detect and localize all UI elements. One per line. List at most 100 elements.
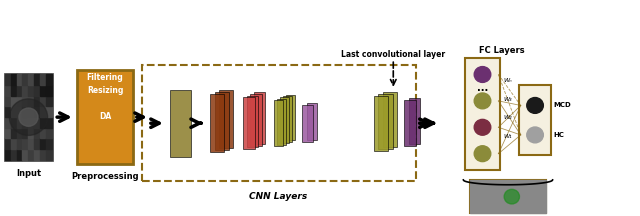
Text: Preprocessing: Preprocessing — [71, 172, 139, 181]
Bar — [4, 128, 10, 138]
Bar — [10, 149, 17, 160]
Bar — [28, 138, 35, 149]
Bar — [35, 106, 40, 117]
Bar — [470, 180, 546, 213]
Polygon shape — [214, 92, 228, 150]
Bar — [28, 128, 35, 138]
Bar — [22, 128, 28, 138]
Bar — [4, 117, 10, 128]
Bar — [22, 106, 28, 117]
FancyBboxPatch shape — [4, 75, 52, 160]
Bar — [22, 85, 28, 96]
Text: W₃: W₃ — [504, 97, 512, 102]
Bar — [10, 96, 17, 106]
Text: W₁: W₁ — [504, 134, 512, 139]
Text: MCD: MCD — [553, 102, 571, 108]
Polygon shape — [286, 95, 295, 140]
Bar — [4, 106, 10, 117]
Bar — [10, 117, 17, 128]
Circle shape — [527, 97, 543, 113]
Bar — [17, 85, 22, 96]
Circle shape — [10, 99, 47, 135]
Bar — [4, 138, 10, 149]
Bar — [28, 117, 35, 128]
Polygon shape — [277, 99, 286, 145]
Bar — [28, 75, 35, 85]
Bar — [17, 149, 22, 160]
Bar — [46, 138, 52, 149]
Text: Input: Input — [16, 169, 41, 178]
Polygon shape — [246, 96, 258, 148]
Bar — [10, 85, 17, 96]
Bar — [22, 96, 28, 106]
Bar — [40, 117, 46, 128]
Bar — [10, 128, 17, 138]
Bar — [40, 128, 46, 138]
Bar — [28, 106, 35, 117]
Bar — [46, 128, 52, 138]
Bar — [4, 149, 10, 160]
Bar — [35, 96, 40, 106]
Bar — [22, 149, 28, 160]
Bar — [40, 149, 46, 160]
Circle shape — [527, 127, 543, 143]
Bar — [22, 117, 28, 128]
Bar — [46, 85, 52, 96]
Circle shape — [474, 67, 491, 83]
Polygon shape — [283, 96, 292, 142]
Polygon shape — [253, 92, 265, 144]
Circle shape — [19, 108, 38, 126]
Text: Filtering
Resizing

DA: Filtering Resizing DA — [86, 73, 124, 121]
Bar — [46, 96, 52, 106]
Polygon shape — [280, 97, 289, 143]
Bar — [22, 138, 28, 149]
Bar — [4, 75, 10, 85]
Text: Last convolutional layer: Last convolutional layer — [341, 50, 445, 59]
Circle shape — [474, 146, 491, 162]
Polygon shape — [170, 90, 191, 157]
Bar — [28, 85, 35, 96]
Bar — [22, 75, 28, 85]
Polygon shape — [374, 96, 388, 151]
Text: CNN Layers: CNN Layers — [250, 192, 308, 201]
Bar — [17, 96, 22, 106]
Text: HC: HC — [553, 132, 564, 138]
Bar — [17, 117, 22, 128]
Polygon shape — [378, 94, 392, 149]
Bar — [28, 149, 35, 160]
Bar — [10, 138, 17, 149]
Circle shape — [474, 93, 491, 109]
Bar — [4, 85, 10, 96]
Bar — [40, 138, 46, 149]
Bar — [10, 75, 17, 85]
Bar — [141, 65, 415, 181]
Text: ...: ... — [477, 83, 488, 93]
Polygon shape — [404, 100, 416, 146]
FancyBboxPatch shape — [520, 86, 550, 155]
Bar — [35, 117, 40, 128]
Bar — [40, 106, 46, 117]
Text: FC Layers: FC Layers — [479, 46, 524, 55]
Circle shape — [504, 189, 520, 204]
Polygon shape — [274, 100, 283, 146]
Polygon shape — [211, 94, 225, 152]
Bar — [4, 96, 10, 106]
Text: Wₙ: Wₙ — [504, 78, 512, 83]
Polygon shape — [383, 92, 397, 146]
Bar — [17, 106, 22, 117]
Bar — [17, 128, 22, 138]
Bar — [17, 75, 22, 85]
Bar — [40, 75, 46, 85]
FancyBboxPatch shape — [465, 58, 500, 170]
Polygon shape — [219, 90, 233, 148]
Bar — [46, 75, 52, 85]
Polygon shape — [307, 103, 317, 140]
FancyBboxPatch shape — [77, 70, 133, 164]
Polygon shape — [243, 97, 255, 149]
Bar — [17, 138, 22, 149]
Bar — [35, 75, 40, 85]
Bar — [46, 106, 52, 117]
Bar — [46, 149, 52, 160]
Polygon shape — [250, 94, 262, 146]
FancyBboxPatch shape — [470, 180, 546, 213]
